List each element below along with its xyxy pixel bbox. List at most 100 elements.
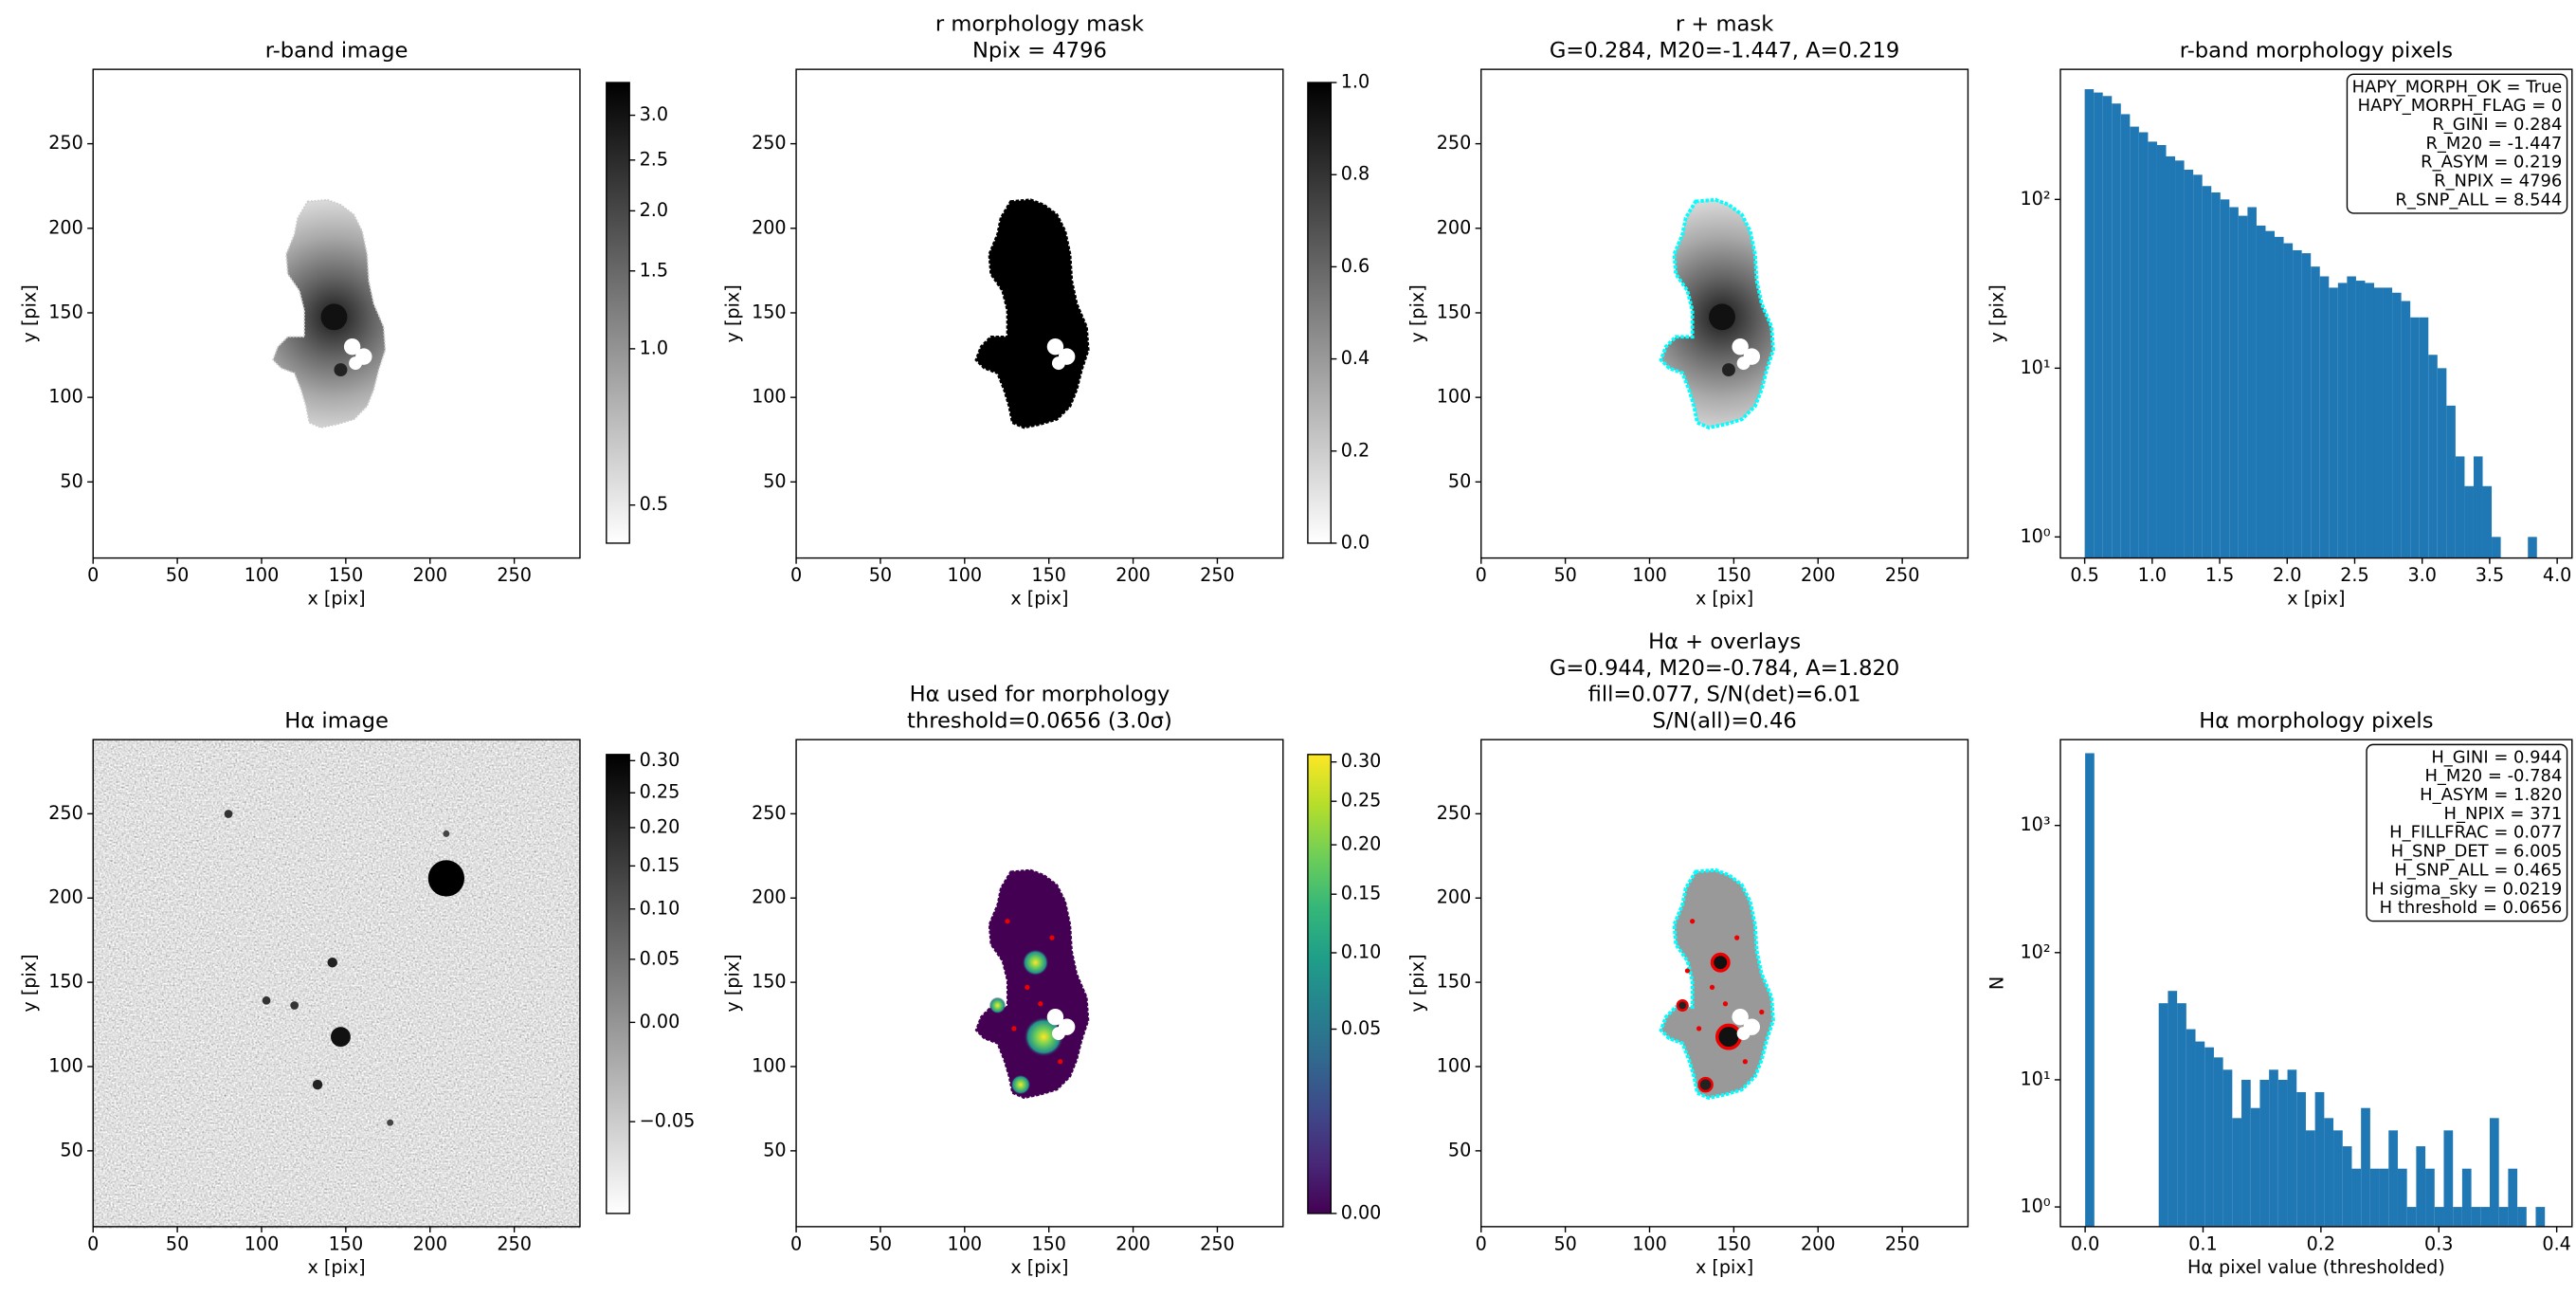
bar — [2361, 1107, 2370, 1227]
bar — [2213, 1057, 2223, 1227]
x-tick-label: 50 — [869, 564, 892, 586]
bar — [2535, 1207, 2546, 1227]
y-tick-label: 50 — [60, 470, 82, 492]
x-tick-label: 250 — [497, 1233, 532, 1255]
bar — [2202, 186, 2212, 558]
x-tick-label: 150 — [329, 1233, 364, 1255]
panel-title: G=0.284, M20=-1.447, A=0.219 — [1550, 38, 1899, 63]
bar — [2168, 991, 2178, 1227]
x-tick-label: 50 — [1553, 564, 1576, 586]
colorbar-tick-label: 2.0 — [640, 199, 668, 221]
y-tick-label: 200 — [48, 216, 83, 238]
y-tick-label: 100 — [48, 1054, 83, 1076]
x-axis-label: x [pix] — [1010, 1256, 1068, 1278]
x-tick-label: 200 — [412, 564, 447, 586]
axes-frame — [795, 68, 1284, 559]
bar — [2492, 537, 2501, 558]
bar — [2453, 1207, 2462, 1227]
colorbar-tick-label: 3.0 — [640, 103, 668, 125]
annotation-text: HAPY_MORPH_FLAG = 0 — [2358, 96, 2563, 116]
bar — [2498, 1207, 2509, 1227]
y-tick-label: 200 — [1437, 216, 1472, 238]
halpha-morph-image — [974, 868, 1090, 1100]
y-axis-label: N — [1986, 977, 2007, 990]
x-tick-label: 3.5 — [2476, 564, 2504, 586]
x-tick-label: 250 — [1200, 564, 1235, 586]
axes-frame — [1480, 739, 1969, 1228]
bar — [2329, 287, 2338, 558]
axes-frame — [92, 68, 581, 559]
bar — [2247, 207, 2257, 558]
y-tick-label: 50 — [763, 470, 786, 492]
bar — [2186, 1029, 2196, 1227]
panel-title: fill=0.077, S/N(det)=6.01 — [1588, 683, 1861, 707]
panel-title: threshold=0.0656 (3.0σ) — [907, 708, 1172, 733]
y-tick-label: 150 — [48, 971, 83, 993]
x-tick-label: 0 — [87, 1233, 99, 1255]
bar — [2392, 292, 2402, 558]
annotation-text: H_M20 = -0.784 — [2424, 766, 2562, 786]
bar — [2473, 456, 2483, 558]
annotation-text: H_ASYM = 1.820 — [2420, 785, 2562, 805]
y-tick-label: 200 — [752, 886, 787, 908]
bar — [2232, 1118, 2242, 1227]
halpha-overlay — [1659, 867, 1775, 1100]
bar — [2094, 92, 2103, 558]
y-tick-label: 100 — [1437, 386, 1472, 408]
panel-title: r-band morphology pixels — [2180, 38, 2453, 63]
annotation-text: HAPY_MORPH_OK = True — [2352, 77, 2563, 97]
y-axis-label: y [pix] — [1986, 284, 2007, 342]
bar — [2293, 249, 2302, 558]
annotation-frame — [2366, 743, 2568, 922]
bar — [2283, 243, 2294, 558]
x-tick-label: 150 — [1716, 564, 1751, 586]
x-tick-label: 100 — [948, 1233, 983, 1255]
bar — [2434, 1207, 2444, 1227]
bar — [2311, 266, 2320, 558]
bar — [2222, 1069, 2233, 1227]
colorbar-tick-label: 0.15 — [640, 854, 680, 876]
colorbar-tick-label: 0.5 — [640, 493, 668, 515]
bar — [2406, 1207, 2417, 1227]
bar — [2379, 1168, 2389, 1227]
panel-title: Hα + overlays — [1648, 630, 1801, 654]
x-tick-label: 50 — [1553, 1233, 1576, 1255]
y-axis-label: y [pix] — [19, 284, 41, 342]
bar — [2084, 89, 2095, 558]
y-tick-label: 10¹ — [2020, 356, 2050, 378]
bar — [2528, 537, 2537, 558]
bar — [2085, 753, 2095, 1227]
x-tick-label: 0 — [1476, 564, 1487, 586]
bar — [2301, 253, 2312, 558]
colorbar — [1307, 82, 1332, 544]
bar — [2333, 1130, 2343, 1227]
y-tick-label: 10² — [2020, 940, 2050, 962]
x-tick-label: 100 — [1632, 564, 1667, 586]
annotation-text: H_GINI = 0.944 — [2431, 747, 2562, 767]
annotation-text: R_NPIX = 4796 — [2434, 172, 2562, 192]
annotation-frame — [2346, 73, 2568, 214]
x-tick-label: 0 — [1476, 1233, 1487, 1255]
annotation-text: H_FILLFRAC = 0.077 — [2389, 823, 2562, 843]
y-tick-label: 50 — [1448, 1139, 1471, 1160]
y-tick-label: 150 — [1437, 971, 1472, 993]
y-tick-label: 10² — [2020, 188, 2050, 210]
bar — [2177, 1003, 2186, 1227]
bar — [2471, 1207, 2481, 1227]
bar — [2324, 1118, 2334, 1227]
colorbar-tick-label: 0.15 — [1341, 883, 1382, 904]
x-tick-label: 150 — [1716, 1233, 1751, 1255]
bar — [2373, 287, 2384, 558]
y-tick-label: 200 — [1437, 886, 1472, 908]
panel-title: Hα used for morphology — [910, 683, 1170, 707]
x-tick-label: 100 — [245, 564, 280, 586]
x-tick-label: 0.5 — [2070, 564, 2098, 586]
bar — [2259, 1079, 2270, 1227]
colorbar-tick-label: 1.5 — [640, 259, 668, 281]
axes-frame — [92, 739, 581, 1228]
x-tick-label: 2.5 — [2340, 564, 2368, 586]
colorbar-tick-label: 0.30 — [1341, 750, 1382, 772]
y-tick-label: 10³ — [2020, 813, 2050, 835]
bar — [2480, 1207, 2490, 1227]
